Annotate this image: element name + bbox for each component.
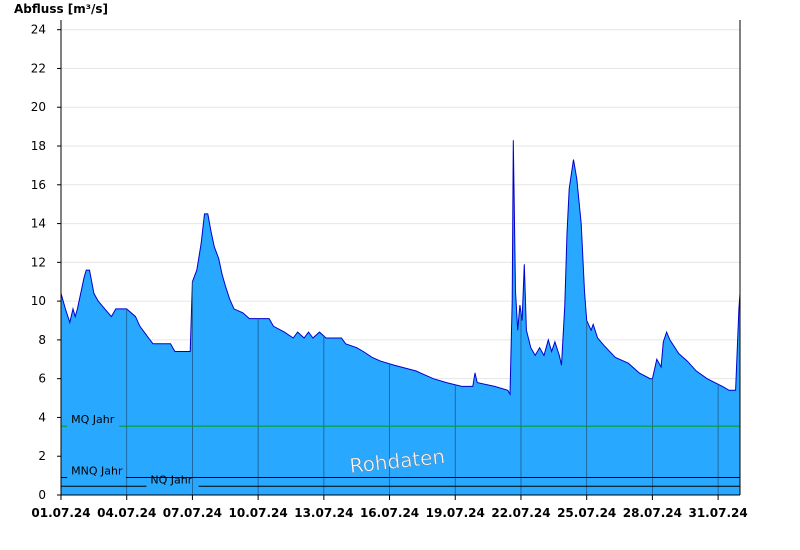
y-tick-label-16: 16 <box>31 178 46 192</box>
y-tick-label-18: 18 <box>31 139 46 153</box>
y-axis-label: Abfluss [m³/s] <box>14 2 108 16</box>
reference-label-1: MNQ Jahr <box>71 465 123 478</box>
x-tick-label-21: 22.07.24 <box>491 506 550 520</box>
x-tick-label-3: 04.07.24 <box>97 506 156 520</box>
x-tick-label-15: 16.07.24 <box>360 506 419 520</box>
discharge-area <box>60 140 741 495</box>
x-tick-label-6: 07.07.24 <box>163 506 222 520</box>
y-tick-label-0: 0 <box>38 488 46 502</box>
x-tick-label-30: 31.07.24 <box>688 506 747 520</box>
x-tick-label-12: 13.07.24 <box>294 506 353 520</box>
day-markers <box>126 281 719 495</box>
y-tick-label-6: 6 <box>38 372 46 386</box>
y-tick-label-20: 20 <box>31 100 46 114</box>
x-tick-label-27: 28.07.24 <box>623 506 682 520</box>
reference-lines: MQ Jahr MNQ Jahr NQ Jahr <box>61 413 740 487</box>
discharge-fill-0 <box>61 140 740 495</box>
y-tick-label-2: 2 <box>38 449 46 463</box>
y-tick-label-14: 14 <box>31 217 46 231</box>
x-tick-label-18: 19.07.24 <box>426 506 485 520</box>
y-tick-label-4: 4 <box>38 410 46 424</box>
y-tick-label-12: 12 <box>31 255 46 269</box>
discharge-line-0 <box>60 140 741 397</box>
reference-label-0: MQ Jahr <box>71 413 115 426</box>
y-tick-label-8: 8 <box>38 333 46 347</box>
x-tick-label-9: 10.07.24 <box>229 506 288 520</box>
x-tick-label-0: 01.07.24 <box>31 506 90 520</box>
reference-label-2: NQ Jahr <box>150 473 192 486</box>
y-tick-label-24: 24 <box>31 23 46 37</box>
x-tick-label-24: 25.07.24 <box>557 506 616 520</box>
y-tick-label-10: 10 <box>31 294 46 308</box>
y-tick-label-22: 22 <box>31 61 46 75</box>
